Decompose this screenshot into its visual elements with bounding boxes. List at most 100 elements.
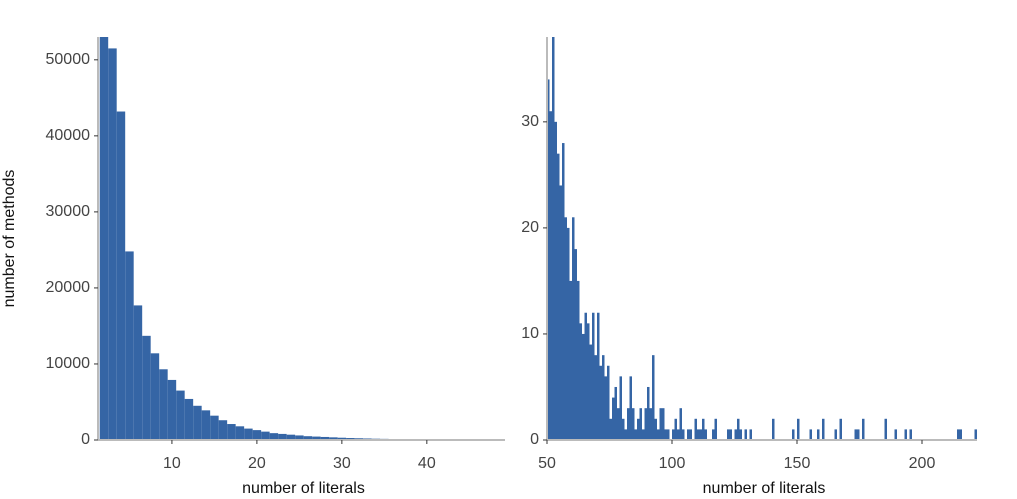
bar <box>809 429 812 440</box>
bar <box>329 437 338 440</box>
bar <box>218 420 228 440</box>
bar <box>577 280 580 440</box>
bar <box>295 435 304 440</box>
bar <box>657 429 660 440</box>
bar <box>629 376 632 440</box>
bar <box>133 305 143 440</box>
bar <box>579 323 582 440</box>
bar <box>884 418 887 440</box>
bar <box>569 280 572 440</box>
bar <box>589 344 592 440</box>
bar <box>739 429 742 440</box>
bar <box>612 397 615 440</box>
bar <box>584 312 587 440</box>
bar <box>624 429 627 440</box>
bar <box>547 79 550 440</box>
bar <box>689 429 692 440</box>
bar <box>639 408 642 440</box>
bar <box>737 418 740 440</box>
y-tick-label: 30 <box>521 113 539 130</box>
bar <box>792 429 795 440</box>
x-tick-label: 10 <box>163 455 181 472</box>
bar <box>687 429 690 440</box>
bar <box>269 433 279 440</box>
bar <box>286 434 296 440</box>
bar <box>252 430 262 440</box>
bar <box>159 369 168 440</box>
bar <box>817 429 820 440</box>
bar <box>303 436 313 440</box>
bar <box>642 429 645 440</box>
bar <box>649 408 652 440</box>
bar <box>652 355 655 440</box>
bar <box>549 111 552 440</box>
bar <box>904 429 907 440</box>
y-tick-label: 40000 <box>46 127 91 144</box>
bar <box>664 429 667 440</box>
y-tick-label: 20 <box>521 219 539 236</box>
x-tick-label: 150 <box>784 455 811 472</box>
bar <box>604 376 607 440</box>
bar <box>116 111 126 441</box>
y-tick-label: 10000 <box>46 355 91 372</box>
bar <box>734 429 737 440</box>
bar <box>694 418 697 440</box>
bar <box>772 418 775 440</box>
bar <box>797 418 800 440</box>
bar <box>744 429 747 440</box>
bar <box>193 405 202 440</box>
bar <box>261 431 270 440</box>
bar <box>974 429 977 440</box>
x-axis-label: number of literals <box>703 480 826 497</box>
bar <box>662 408 665 440</box>
bar <box>567 227 570 440</box>
bar <box>150 353 160 440</box>
bar <box>557 153 560 440</box>
bar <box>599 365 602 440</box>
y-tick-label: 0 <box>530 431 539 448</box>
bar <box>176 390 185 440</box>
bar <box>959 429 962 440</box>
bar <box>714 418 717 440</box>
x-tick-label: 100 <box>659 455 686 472</box>
bar <box>862 418 865 440</box>
x-tick-label: 30 <box>333 455 351 472</box>
bar <box>614 386 617 440</box>
bar <box>184 398 194 440</box>
bar <box>201 410 211 440</box>
bar <box>622 418 625 440</box>
bar <box>679 408 682 440</box>
bar <box>834 429 837 440</box>
bar <box>99 37 109 440</box>
bar <box>667 429 670 440</box>
bar <box>712 429 715 440</box>
bar <box>617 408 620 440</box>
y-tick-label: 20000 <box>46 279 91 296</box>
bar <box>749 429 752 440</box>
bar <box>697 429 700 440</box>
x-tick-label: 50 <box>538 455 556 472</box>
bar <box>554 121 557 440</box>
bar <box>672 429 675 440</box>
bar <box>559 185 562 440</box>
bar <box>957 429 960 440</box>
bar <box>822 418 825 440</box>
bar <box>167 379 177 440</box>
bar <box>609 418 612 440</box>
bar <box>210 415 219 440</box>
y-tick-label: 0 <box>81 431 90 448</box>
bar <box>674 418 677 440</box>
bar <box>562 143 565 441</box>
bar <box>627 408 630 440</box>
bar <box>235 426 245 440</box>
bar <box>704 429 707 440</box>
bar <box>337 437 347 440</box>
bar <box>564 217 567 440</box>
y-axis-label: number of methods <box>1 170 18 308</box>
bar <box>909 429 912 440</box>
bar <box>644 408 647 440</box>
bar <box>552 37 555 440</box>
bar <box>702 418 705 440</box>
bar <box>729 429 732 440</box>
